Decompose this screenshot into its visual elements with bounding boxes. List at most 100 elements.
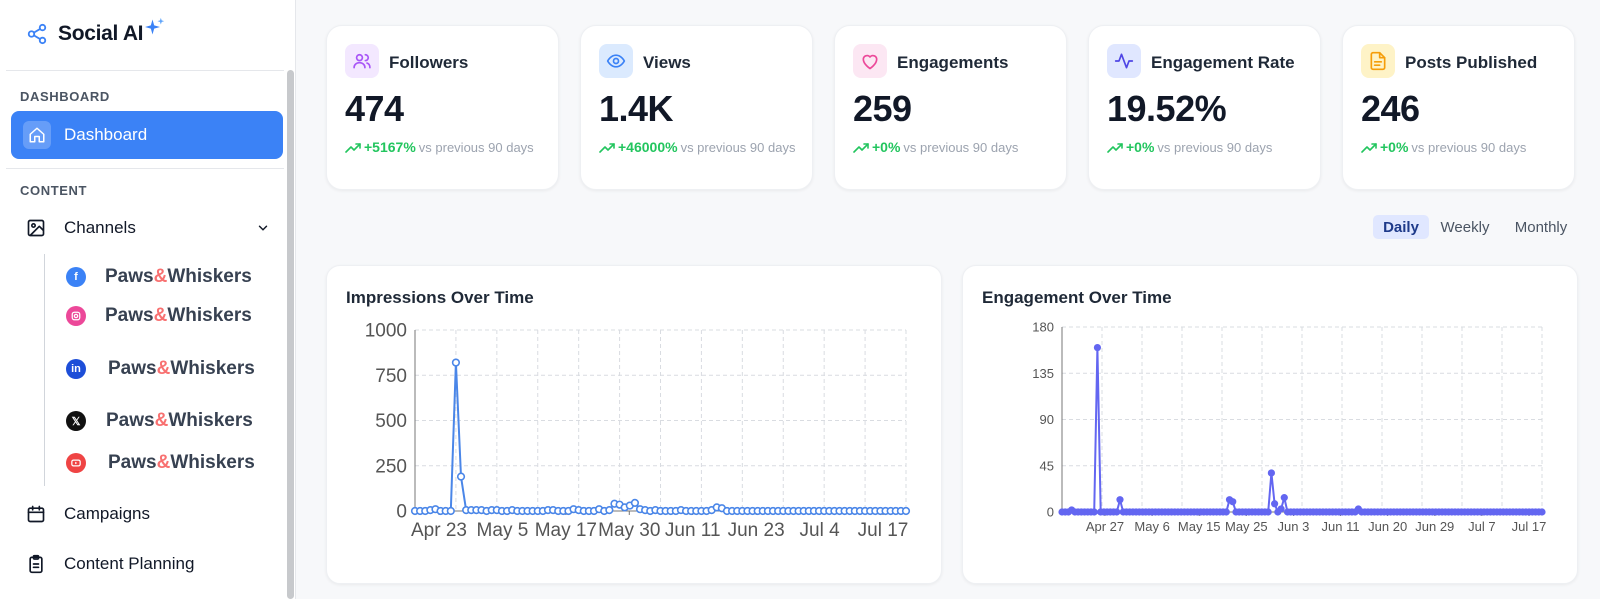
stat-change: +0%	[1380, 139, 1409, 155]
y-tick-label: 90	[1040, 412, 1054, 427]
stat-trend: +5167% vs previous 90 days	[345, 139, 545, 157]
data-point	[1264, 508, 1272, 516]
sidebar-item-channels[interactable]: Channels	[26, 213, 136, 243]
data-point	[1093, 343, 1102, 352]
facebook-icon: f	[66, 267, 86, 287]
y-tick-label: 135	[1032, 366, 1054, 381]
brand-name: Social AI	[58, 22, 144, 45]
x-tick-label: May 25	[1225, 519, 1268, 534]
data-point	[901, 506, 911, 516]
x-tick-label: May 30	[598, 520, 660, 541]
stat-card-engagement-rate: Engagement Rate 19.52% +0% vs previous 90 d…	[1088, 25, 1321, 190]
engagement-chart: 0 45 90 135 180 Apr 27 May 6 May 15 May 25 Jun 3 J…	[1032, 320, 1547, 534]
x-tick-label: Jul 4	[800, 520, 841, 541]
x-tick-label: May 5	[477, 520, 529, 541]
stat-value: 474	[345, 88, 404, 129]
sidebar-divider	[6, 168, 284, 169]
stat-change: +0%	[1126, 139, 1155, 155]
data-point	[1280, 494, 1288, 502]
channel-name: Paws&Whiskers	[105, 266, 252, 287]
stat-trend: +0% vs previous 90 days	[1361, 139, 1561, 157]
x-tick-label: Apr 23	[411, 520, 467, 541]
x-tick-label: Jun 23	[728, 520, 785, 541]
x-tick-label: May 6	[1134, 519, 1169, 534]
data-point	[1267, 469, 1275, 477]
y-tick-label: 0	[396, 502, 407, 523]
channel-item-instagram[interactable]: Paws&Whiskers	[66, 305, 252, 327]
eye-icon	[599, 44, 633, 78]
sidebar-item-label: Channels	[64, 218, 136, 237]
range-tab-monthly[interactable]: Monthly	[1514, 218, 1568, 236]
channel-item-linkedin[interactable]: in Paws&Whiskers	[66, 358, 255, 380]
stat-card-engagements: Engagements 259 +0% vs previous 90 days	[834, 25, 1067, 190]
channel-item-youtube[interactable]: Paws&Whiskers	[66, 452, 255, 474]
heart-icon	[853, 44, 887, 78]
data-point	[1116, 496, 1124, 504]
x-tick-label: Jul 7	[1468, 519, 1495, 534]
sidebar-item-label: Content Planning	[64, 554, 195, 573]
range-tab-weekly[interactable]: Weekly	[1440, 218, 1490, 236]
stat-card-views: Views 1.4K +46000% vs previous 90 days	[580, 25, 813, 190]
y-tick-label: 180	[1032, 320, 1054, 335]
x-tick-label: Jul 17	[1512, 519, 1547, 534]
channel-item-facebook[interactable]: f Paws&Whiskers	[66, 266, 252, 288]
channel-tree-line	[44, 254, 45, 486]
youtube-icon	[66, 453, 86, 473]
brand[interactable]: Social AI	[26, 17, 165, 50]
channel-item-x[interactable]: 𝕏 Paws&Whiskers	[66, 410, 253, 432]
channel-name: Paws&Whiskers	[105, 305, 252, 326]
data-point	[630, 498, 640, 507]
sidebar-item-label: Campaigns	[64, 504, 150, 523]
data-point	[1271, 500, 1279, 508]
stat-title: Posts Published	[1405, 53, 1538, 72]
x-tick-label: Jun 20	[1368, 519, 1407, 534]
data-point	[1229, 498, 1237, 506]
sidebar-item-campaigns[interactable]: Campaigns	[26, 499, 150, 529]
x-tick-label: Jun 3	[1278, 519, 1310, 534]
stat-change: +5167%	[364, 139, 416, 155]
trending-up-icon	[1361, 143, 1377, 153]
y-tick-label: 750	[375, 366, 407, 387]
stat-compare: vs previous 90 days	[680, 140, 796, 155]
stat-title: Engagement Rate	[1151, 53, 1295, 72]
activity-icon	[1107, 44, 1141, 78]
x-tick-label: Jul 17	[858, 520, 909, 541]
y-tick-label: 250	[375, 456, 407, 477]
x-tick-label: Jun 29	[1415, 519, 1454, 534]
x-tick-label: Jun 11	[665, 520, 721, 541]
sidebar: Social AI DASHBOARD Dashboard CONTENT Ch…	[0, 0, 296, 599]
impressions-chart-title: Impressions Over Time	[346, 288, 534, 307]
trending-up-icon	[1107, 143, 1123, 153]
calendar-icon	[27, 505, 45, 523]
data-point	[1113, 508, 1121, 516]
channel-name: Paws&Whiskers	[106, 410, 253, 431]
share-icon	[27, 23, 47, 45]
stat-title: Engagements	[897, 53, 1009, 72]
section-label-dashboard: DASHBOARD	[20, 89, 110, 104]
trending-up-icon	[345, 143, 361, 153]
sidebar-scrollbar[interactable]	[287, 70, 294, 599]
stat-trend: +0% vs previous 90 days	[1107, 139, 1307, 157]
sidebar-item-content-planning[interactable]: Content Planning	[26, 549, 194, 579]
stat-compare: vs previous 90 days	[1411, 140, 1527, 155]
stat-value: 19.52%	[1107, 88, 1227, 129]
data-point	[456, 472, 466, 481]
x-icon: 𝕏	[66, 411, 86, 431]
document-icon	[1361, 44, 1395, 78]
sidebar-item-dashboard[interactable]: Dashboard	[11, 111, 283, 159]
y-tick-label: 0	[1047, 505, 1054, 520]
trending-up-icon	[599, 143, 615, 153]
chevron-down-icon[interactable]	[256, 221, 270, 235]
stat-value: 246	[1361, 88, 1420, 129]
stat-value: 1.4K	[599, 88, 674, 129]
data-point	[605, 505, 614, 515]
range-tab-daily[interactable]: Daily	[1373, 215, 1429, 239]
stat-change: +46000%	[618, 139, 678, 155]
y-tick-label: 1000	[365, 321, 407, 342]
engagement-chart-panel: 0 45 90 135 180 Apr 27 May 6 May 15 May 25 Jun 3 J…	[962, 265, 1578, 584]
stat-change: +0%	[872, 139, 901, 155]
image-icon	[27, 219, 45, 237]
section-label-content: CONTENT	[20, 183, 88, 198]
stat-value: 259	[853, 88, 912, 129]
